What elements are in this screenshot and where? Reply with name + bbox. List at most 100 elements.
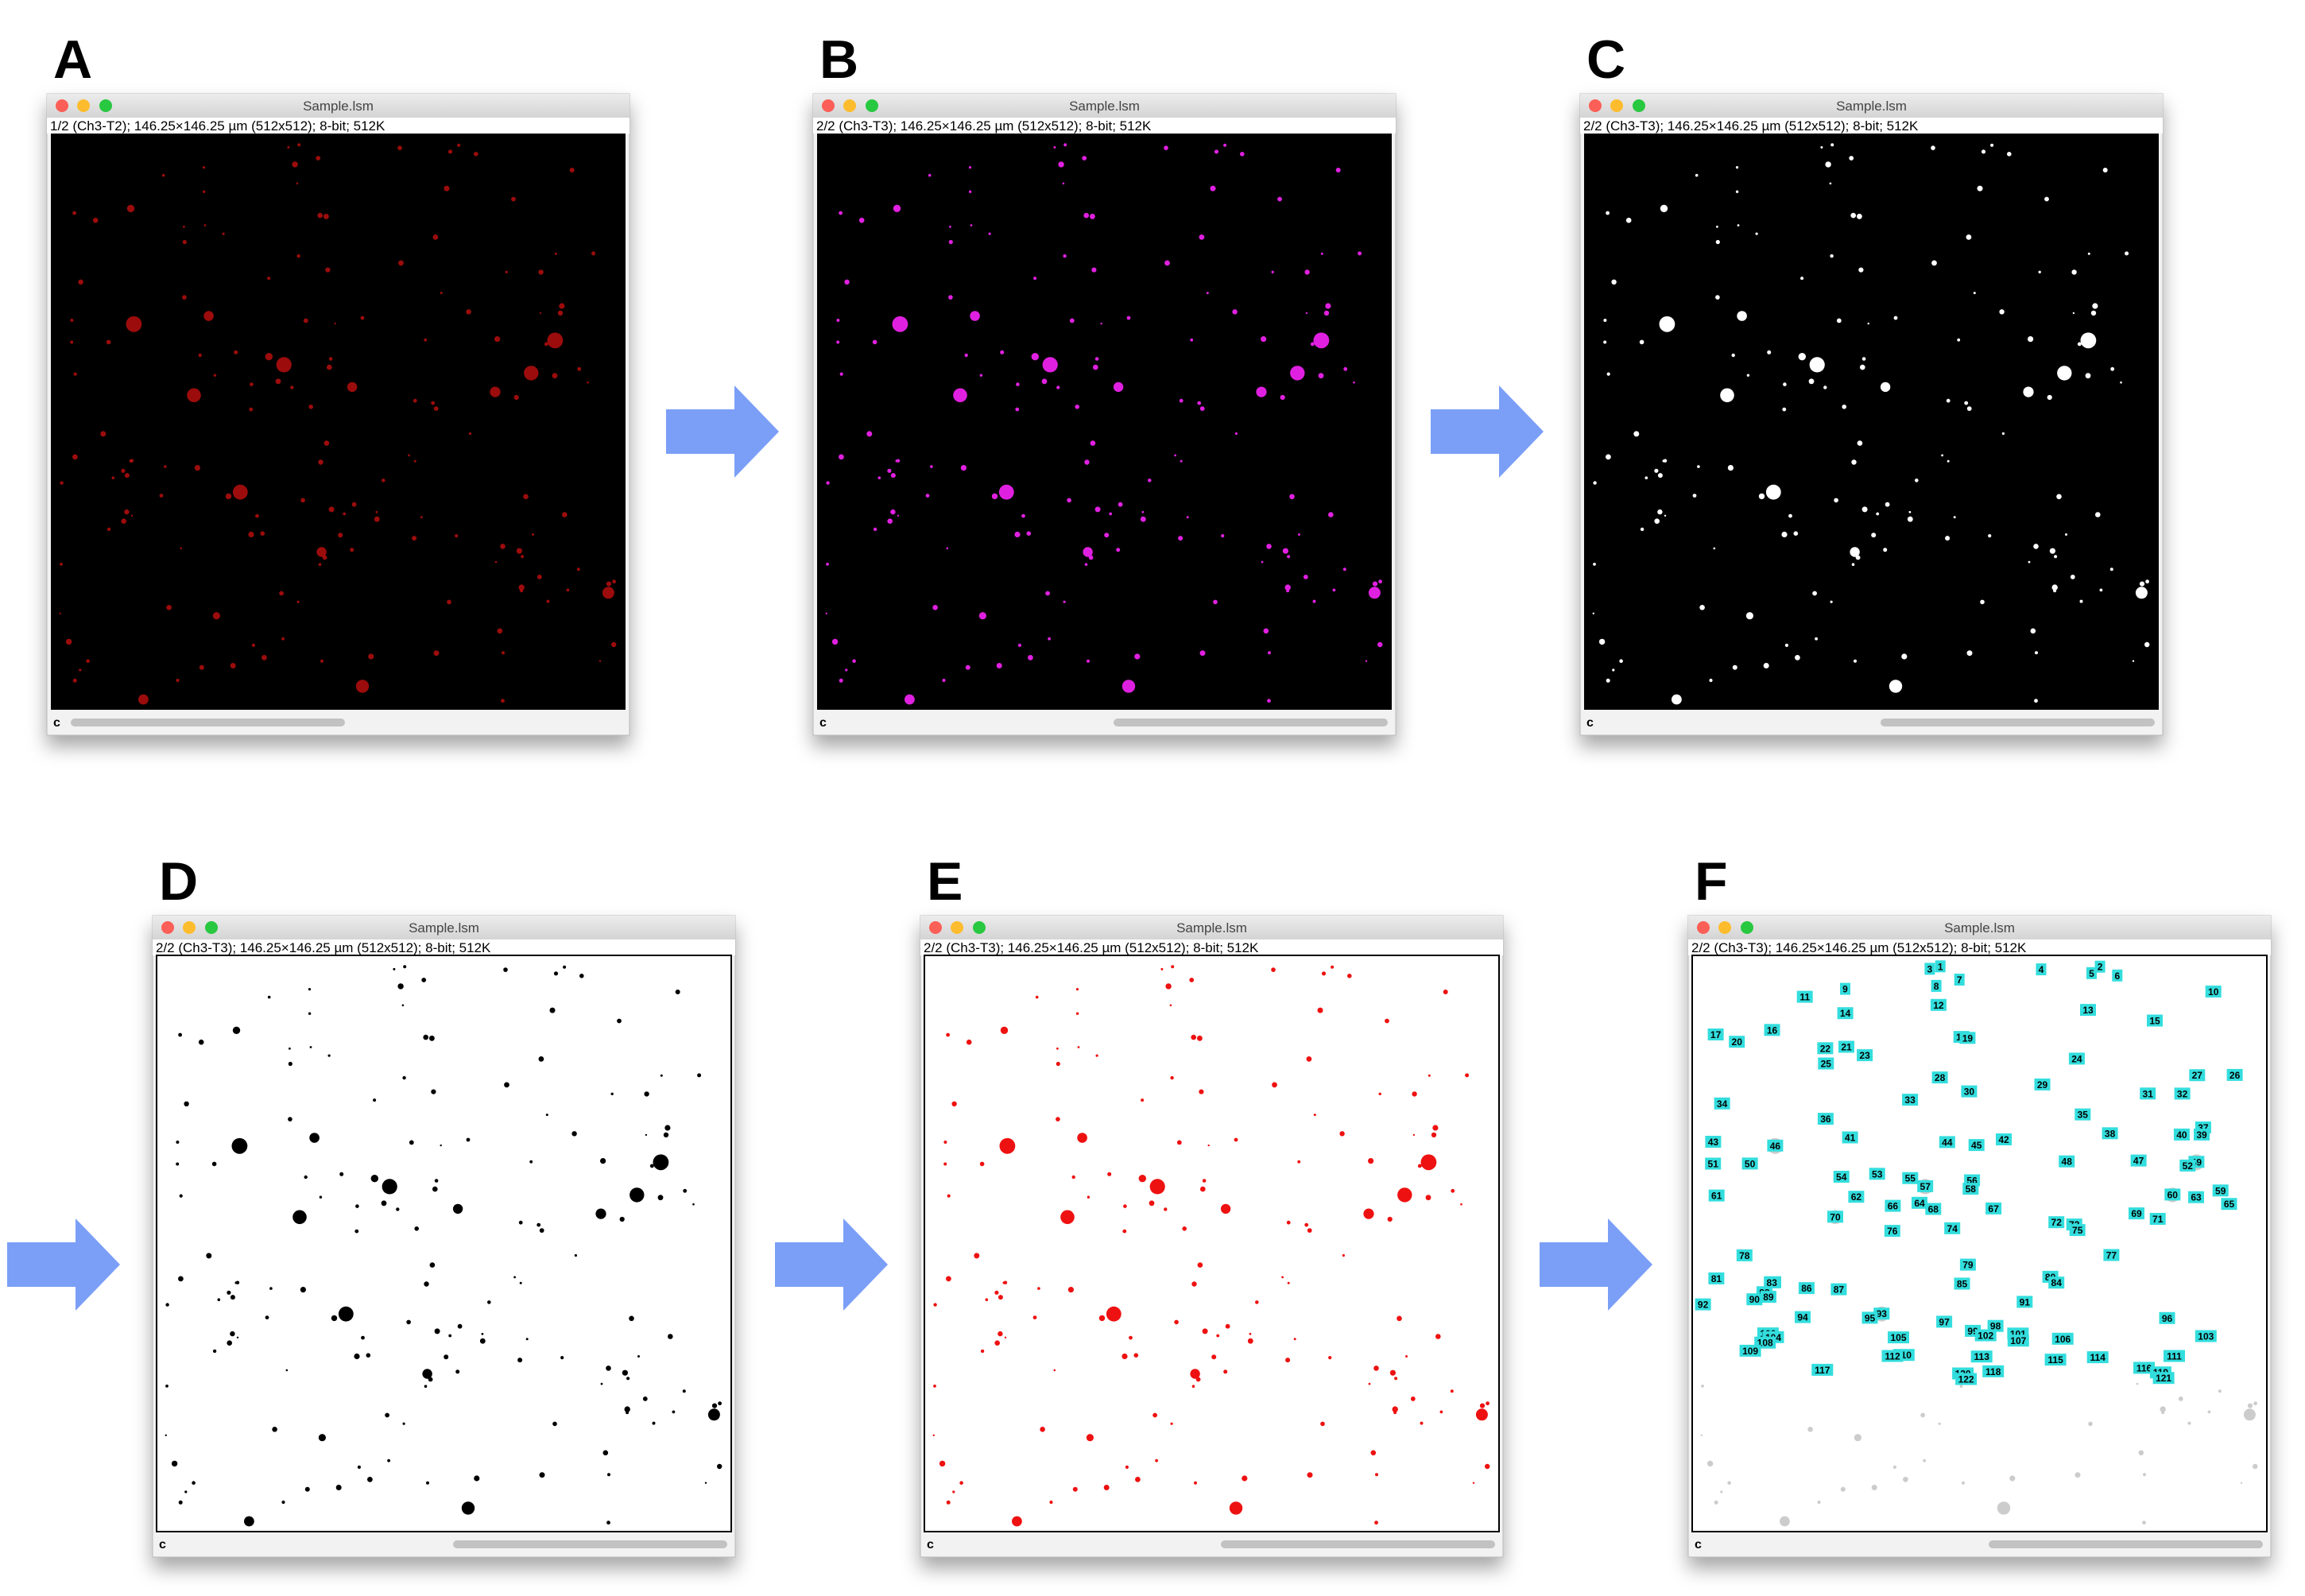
roi-label-box <box>1796 990 1813 1003</box>
particle <box>602 1450 609 1456</box>
particle <box>1857 440 1863 446</box>
roi-label-box <box>2080 1004 2096 1017</box>
particle <box>1639 339 1644 345</box>
particle <box>521 555 525 559</box>
particle <box>375 510 378 513</box>
particle <box>440 292 443 295</box>
particle <box>325 267 331 273</box>
particle <box>1485 1463 1490 1470</box>
window-button[interactable] <box>929 921 942 934</box>
particle <box>1223 143 1227 147</box>
channel-label: c <box>1586 716 1594 730</box>
particle <box>947 1194 951 1198</box>
window-button[interactable] <box>951 921 963 934</box>
particle <box>717 1463 722 1470</box>
particle <box>932 605 938 610</box>
scrollbar-thumb[interactable] <box>1989 1540 2263 1548</box>
particle <box>1152 1412 1157 1418</box>
particle <box>230 1295 235 1300</box>
scrollbar-thumb[interactable] <box>453 1540 727 1548</box>
particle <box>1439 1410 1443 1414</box>
particle <box>343 512 347 516</box>
particle <box>1040 1427 1045 1432</box>
particle <box>1901 653 1908 660</box>
particle <box>1272 1082 1277 1088</box>
particle <box>2049 548 2055 554</box>
particle <box>1820 145 1823 149</box>
particle <box>206 1253 212 1259</box>
particle <box>2072 312 2075 315</box>
scrollbar-thumb[interactable] <box>1881 719 2155 726</box>
window-button[interactable] <box>1718 921 1731 934</box>
roi-label-box <box>1902 1094 1919 1106</box>
particle <box>653 1154 669 1171</box>
window-button[interactable] <box>77 99 90 112</box>
particle <box>1281 1276 1284 1279</box>
window-button[interactable] <box>1610 99 1623 112</box>
particle <box>1160 967 1164 970</box>
window-button[interactable] <box>973 921 986 934</box>
particle <box>1830 143 1834 147</box>
particle <box>1393 1411 1397 1415</box>
scrollbar-thumb[interactable] <box>71 719 345 726</box>
particle <box>979 1161 985 1167</box>
scrollbar-thumb[interactable] <box>1221 1540 1495 1548</box>
particle <box>300 1287 306 1293</box>
particle <box>1063 254 1067 258</box>
particle <box>1221 534 1225 538</box>
particle <box>232 484 248 500</box>
particle <box>309 1046 312 1048</box>
window-button[interactable] <box>99 99 112 112</box>
particle <box>434 1179 439 1183</box>
window-button[interactable] <box>822 99 835 112</box>
channel-label: c <box>927 1538 934 1551</box>
particle <box>1923 1458 1926 1462</box>
roi-label-box <box>1746 1293 1763 1306</box>
particle <box>255 513 259 518</box>
particle <box>1746 374 1750 377</box>
window-button[interactable] <box>161 921 174 934</box>
window-button[interactable] <box>843 99 856 112</box>
particle <box>290 385 294 389</box>
particle <box>2051 584 2058 591</box>
particle <box>1206 292 1209 295</box>
particle <box>429 1262 436 1268</box>
particle <box>1056 1047 1059 1050</box>
image-canvas <box>1584 134 2159 710</box>
window-button[interactable] <box>1741 921 1753 934</box>
roi-label: 33 <box>1904 1094 1916 1106</box>
window-button[interactable] <box>56 99 68 112</box>
window-button[interactable] <box>205 921 218 934</box>
roi-label: 121 <box>2156 1373 2171 1384</box>
scrollbar-thumb[interactable] <box>1114 719 1388 726</box>
particle <box>1767 350 1772 354</box>
roi-label-box <box>2048 1276 2065 1289</box>
particle <box>839 454 844 460</box>
particle <box>999 1137 1016 1154</box>
particle <box>1075 988 1079 991</box>
roi-label: 27 <box>2192 1070 2203 1081</box>
particle <box>1318 373 1324 379</box>
particle <box>182 295 187 300</box>
particle <box>610 1092 614 1095</box>
particle <box>607 1473 610 1477</box>
window-button[interactable] <box>1589 99 1602 112</box>
roi-label: 16 <box>1767 1025 1778 1036</box>
roi-label: 29 <box>2037 1079 2048 1090</box>
window-button[interactable] <box>183 921 196 934</box>
roi-label: 40 <box>2176 1129 2187 1141</box>
particle <box>1190 1369 1200 1379</box>
particle <box>355 680 370 693</box>
particle <box>532 533 534 536</box>
particle <box>1277 196 1282 202</box>
particle <box>468 432 472 436</box>
window-button[interactable] <box>1697 921 1710 934</box>
particle <box>1280 394 1285 401</box>
particle <box>2038 270 2041 273</box>
roi-label-box <box>1954 1277 1970 1290</box>
window-button[interactable] <box>866 99 878 112</box>
window-button[interactable] <box>1633 99 1645 112</box>
particle <box>1823 385 1827 389</box>
particle <box>203 311 214 321</box>
